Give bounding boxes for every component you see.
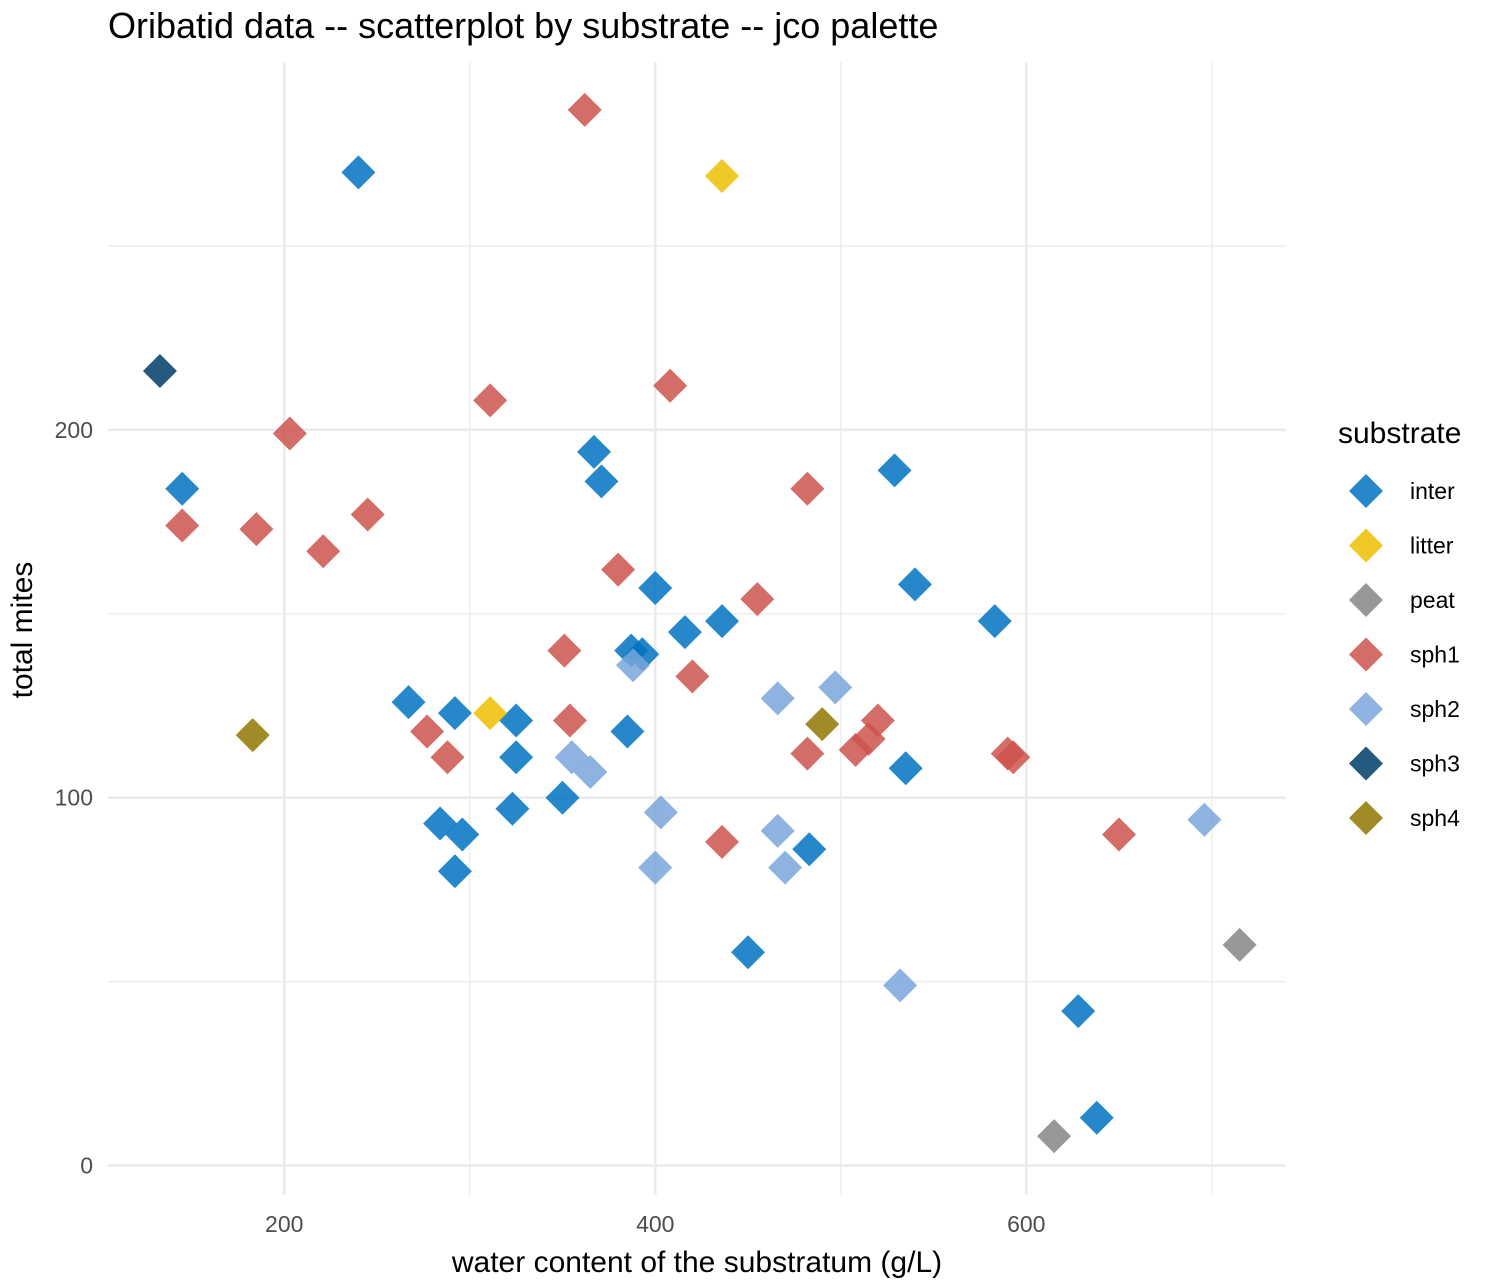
data-point-sph1	[675, 659, 710, 694]
data-point-inter	[165, 471, 200, 506]
data-point-inter	[705, 604, 740, 639]
data-point-sph1	[552, 703, 587, 738]
data-point-sph4	[235, 718, 270, 753]
legend-label-litter: litter	[1410, 533, 1454, 559]
legend-label-inter: inter	[1410, 478, 1455, 504]
legend-key-sph3	[1349, 746, 1383, 781]
data-point-sph2	[615, 648, 650, 683]
data-point-litter	[473, 696, 508, 731]
legend-label-sph2: sph2	[1410, 696, 1460, 722]
data-point-sph1	[996, 740, 1031, 775]
data-point-sph2	[818, 670, 853, 705]
legend-label-peat: peat	[1410, 587, 1455, 613]
data-point-sph1	[272, 416, 307, 451]
data-point-sph2	[760, 813, 795, 848]
data-point-sph1	[165, 508, 200, 543]
legend-key-peat	[1349, 583, 1383, 617]
data-point-inter	[638, 571, 673, 606]
data-point-sph1	[860, 703, 895, 738]
data-point-sph1	[473, 383, 508, 418]
data-point-sph1	[790, 736, 825, 771]
data-point-sph2	[643, 795, 678, 830]
x-axis-ticks: 200 400 600	[265, 1211, 1045, 1237]
data-point-sph1	[410, 714, 445, 749]
data-point-sph1	[547, 633, 582, 668]
y-tick-label: 0	[80, 1153, 93, 1179]
legend-key-sph4	[1349, 801, 1383, 835]
data-point-inter	[1061, 994, 1096, 1029]
data-point-sph4	[805, 707, 840, 742]
legend-label-sph4: sph4	[1410, 805, 1460, 831]
data-point-sph1	[567, 92, 602, 127]
data-point-inter	[545, 780, 580, 815]
data-point-inter	[1079, 1100, 1114, 1135]
legend-key-inter	[1349, 474, 1383, 508]
data-point-inter	[792, 832, 827, 867]
data-point-sph1	[306, 534, 341, 569]
data-point-inter	[499, 703, 534, 738]
data-point-sph1	[239, 512, 274, 547]
legend-label-sph3: sph3	[1410, 751, 1460, 777]
y-axis-title: total mites	[6, 562, 39, 699]
data-point-sph2	[768, 850, 803, 885]
x-tick-label: 600	[1007, 1211, 1045, 1237]
data-point-sph1	[430, 740, 465, 775]
data-point-litter	[705, 159, 740, 194]
legend-key-sph2	[1349, 692, 1383, 726]
data-point-sph2	[573, 754, 608, 789]
x-axis-title: water content of the substratum (g/L)	[451, 1246, 942, 1279]
data-point-sph2	[760, 681, 795, 716]
data-point-sph2	[1187, 802, 1222, 837]
data-point-inter	[584, 464, 619, 499]
x-tick-label: 200	[265, 1211, 303, 1237]
data-point-peat	[1222, 927, 1257, 962]
data-point-inter	[610, 714, 645, 749]
data-point-sph1	[350, 497, 385, 532]
data-point-sph2	[638, 850, 673, 885]
data-point-inter	[499, 740, 534, 775]
legend-key-litter	[1349, 528, 1383, 563]
grid-lines	[108, 62, 1286, 1195]
chart-title: Oribatid data -- scatterplot by substrat…	[108, 5, 938, 46]
legend-title: substrate	[1338, 417, 1461, 450]
legend-label-sph1: sph1	[1410, 642, 1460, 668]
data-point-inter	[341, 155, 376, 190]
data-point-inter	[667, 615, 702, 650]
data-point-sph1	[653, 368, 688, 403]
data-point-inter	[495, 791, 530, 826]
data-point-inter	[577, 434, 612, 469]
data-point-sph1	[705, 824, 740, 859]
data-point-inter	[391, 685, 426, 720]
data-point-sph1	[1102, 817, 1137, 852]
data-points	[142, 92, 1257, 1154]
y-tick-label: 100	[55, 785, 93, 811]
data-point-inter	[877, 453, 912, 488]
data-point-sph3	[142, 354, 177, 388]
data-point-inter	[445, 817, 480, 852]
data-point-sph1	[601, 552, 636, 587]
data-point-sph2	[883, 968, 918, 1003]
data-point-sph1	[790, 471, 825, 506]
data-point-sph1	[740, 582, 775, 617]
legend-key-sph1	[1349, 637, 1383, 672]
data-point-inter	[731, 935, 766, 970]
x-tick-label: 400	[636, 1211, 674, 1237]
data-point-peat	[1037, 1119, 1072, 1154]
data-point-inter	[977, 604, 1012, 639]
data-point-inter	[437, 696, 472, 731]
y-axis-ticks: 0 100 200	[55, 417, 93, 1179]
data-point-inter	[888, 751, 923, 786]
data-point-inter	[897, 567, 932, 602]
y-tick-label: 200	[55, 417, 93, 443]
data-point-inter	[437, 854, 472, 889]
legend: substrate inter litter peat sph1 sph2 sph3 sph…	[1338, 417, 1461, 835]
